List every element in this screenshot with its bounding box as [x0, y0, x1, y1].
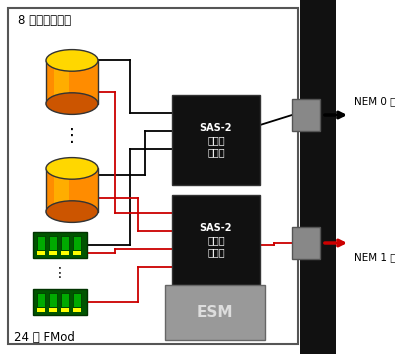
Text: ⋮: ⋮	[63, 127, 81, 145]
Bar	[37, 251, 45, 255]
Bar	[37, 293, 45, 307]
Text: NEM 0 へのパス: NEM 0 へのパス	[354, 96, 395, 106]
Ellipse shape	[46, 93, 98, 114]
Ellipse shape	[46, 201, 98, 222]
Bar	[73, 236, 81, 250]
Text: 8 台のディスク: 8 台のディスク	[18, 14, 71, 27]
Bar	[172, 195, 260, 285]
Text: SAS-2
エクス
パンダ: SAS-2 エクス パンダ	[200, 223, 232, 257]
Bar	[49, 308, 57, 312]
Text: ESM: ESM	[197, 305, 233, 320]
Bar	[73, 251, 81, 255]
Bar	[37, 236, 45, 250]
Bar	[54, 169, 70, 212]
Bar	[292, 99, 320, 131]
Bar	[73, 308, 81, 312]
Bar	[49, 236, 57, 250]
Bar	[73, 293, 81, 307]
Text: ⋮: ⋮	[53, 267, 67, 280]
Text: SAS-2
エクス
パンダ: SAS-2 エクス パンダ	[200, 122, 232, 158]
Bar	[172, 95, 260, 185]
Bar	[61, 236, 69, 250]
Bar	[61, 251, 69, 255]
Bar	[165, 285, 265, 340]
Bar	[49, 293, 57, 307]
Bar	[46, 169, 98, 212]
Bar	[54, 61, 70, 104]
Bar	[49, 251, 57, 255]
Text: 24 の FMod: 24 の FMod	[14, 331, 75, 344]
Text: NEM 1 へのパス: NEM 1 へのパス	[354, 252, 395, 262]
Bar	[33, 289, 87, 315]
Bar	[292, 227, 320, 259]
Bar	[300, 0, 336, 354]
Ellipse shape	[46, 158, 98, 179]
Bar	[46, 61, 98, 104]
Ellipse shape	[46, 50, 98, 71]
Bar	[37, 308, 45, 312]
Bar	[61, 293, 69, 307]
Bar	[8, 8, 298, 344]
Bar	[61, 308, 69, 312]
Bar	[33, 232, 87, 258]
